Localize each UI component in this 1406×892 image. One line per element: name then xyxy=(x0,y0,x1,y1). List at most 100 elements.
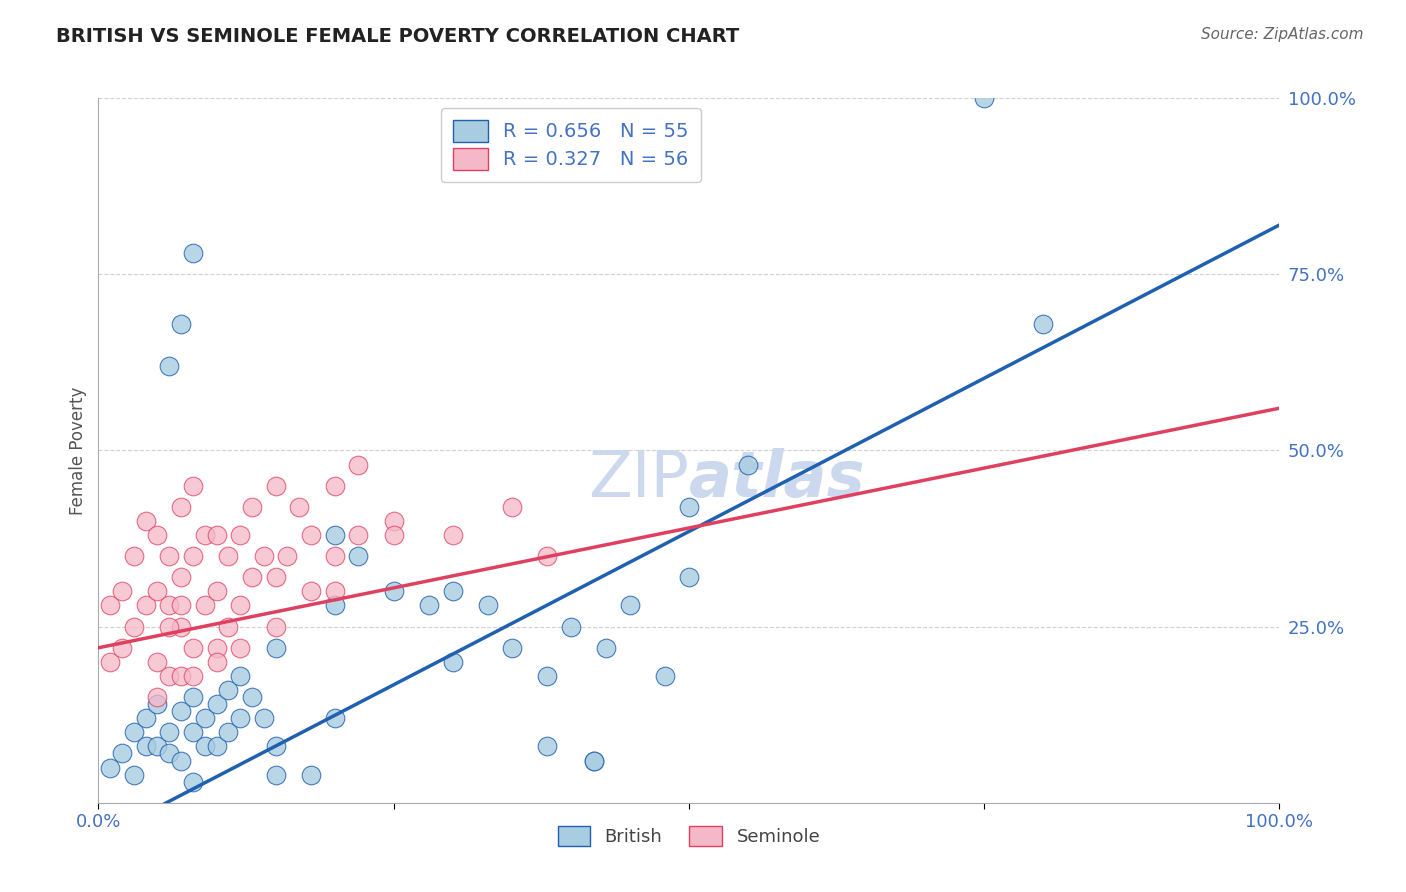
Point xyxy=(157,599,180,613)
Point xyxy=(536,669,558,683)
Point xyxy=(264,640,287,655)
Point xyxy=(205,739,228,754)
Point xyxy=(194,528,217,542)
Point xyxy=(323,478,346,492)
Point xyxy=(157,619,180,633)
Point xyxy=(217,619,239,633)
Point xyxy=(98,655,121,669)
Point xyxy=(441,528,464,542)
Point xyxy=(170,500,193,514)
Point xyxy=(323,584,346,599)
Point xyxy=(217,725,239,739)
Point xyxy=(157,669,180,683)
Point xyxy=(382,528,405,542)
Point xyxy=(560,619,582,633)
Point xyxy=(299,528,322,542)
Point xyxy=(441,584,464,599)
Point xyxy=(111,584,134,599)
Point xyxy=(157,725,180,739)
Point xyxy=(583,754,606,768)
Point xyxy=(240,500,263,514)
Point xyxy=(347,458,370,472)
Point xyxy=(181,774,204,789)
Point xyxy=(619,599,641,613)
Point xyxy=(146,528,169,542)
Point xyxy=(264,478,287,492)
Point xyxy=(288,500,311,514)
Point xyxy=(170,669,193,683)
Point xyxy=(194,711,217,725)
Point xyxy=(347,549,370,564)
Point xyxy=(229,711,252,725)
Point xyxy=(253,549,276,564)
Point xyxy=(299,767,322,781)
Point xyxy=(240,570,263,584)
Point xyxy=(122,549,145,564)
Point xyxy=(170,619,193,633)
Point xyxy=(501,500,523,514)
Point xyxy=(382,514,405,528)
Point xyxy=(205,697,228,711)
Point xyxy=(111,747,134,761)
Point xyxy=(181,669,204,683)
Point xyxy=(229,599,252,613)
Point xyxy=(229,669,252,683)
Point xyxy=(217,683,239,698)
Point xyxy=(98,760,121,774)
Point xyxy=(194,599,217,613)
Point xyxy=(973,91,995,105)
Point xyxy=(418,599,440,613)
Point xyxy=(654,669,676,683)
Point xyxy=(194,739,217,754)
Point xyxy=(135,711,157,725)
Point xyxy=(229,528,252,542)
Point xyxy=(135,739,157,754)
Point xyxy=(276,549,298,564)
Point xyxy=(135,599,157,613)
Point xyxy=(240,690,263,705)
Point xyxy=(170,704,193,718)
Y-axis label: Female Poverty: Female Poverty xyxy=(69,386,87,515)
Point xyxy=(111,640,134,655)
Point xyxy=(122,767,145,781)
Point xyxy=(170,317,193,331)
Point xyxy=(122,619,145,633)
Point xyxy=(170,754,193,768)
Point xyxy=(678,500,700,514)
Point xyxy=(583,754,606,768)
Point xyxy=(205,528,228,542)
Point xyxy=(98,599,121,613)
Point xyxy=(181,640,204,655)
Point xyxy=(146,655,169,669)
Point xyxy=(264,739,287,754)
Point xyxy=(253,711,276,725)
Point xyxy=(382,584,405,599)
Point xyxy=(737,458,759,472)
Point xyxy=(157,747,180,761)
Point xyxy=(323,599,346,613)
Point xyxy=(347,528,370,542)
Point xyxy=(146,690,169,705)
Point xyxy=(146,584,169,599)
Point xyxy=(181,690,204,705)
Text: BRITISH VS SEMINOLE FEMALE POVERTY CORRELATION CHART: BRITISH VS SEMINOLE FEMALE POVERTY CORRE… xyxy=(56,27,740,45)
Point xyxy=(1032,317,1054,331)
Point xyxy=(170,570,193,584)
Point xyxy=(264,570,287,584)
Point xyxy=(678,570,700,584)
Point xyxy=(264,619,287,633)
Point xyxy=(146,697,169,711)
Point xyxy=(181,478,204,492)
Point xyxy=(157,359,180,373)
Point xyxy=(536,549,558,564)
Point xyxy=(264,767,287,781)
Point xyxy=(477,599,499,613)
Point xyxy=(501,640,523,655)
Point xyxy=(229,640,252,655)
Text: ZIP: ZIP xyxy=(588,448,689,509)
Point xyxy=(323,711,346,725)
Point xyxy=(217,549,239,564)
Point xyxy=(441,655,464,669)
Point xyxy=(205,655,228,669)
Point xyxy=(205,584,228,599)
